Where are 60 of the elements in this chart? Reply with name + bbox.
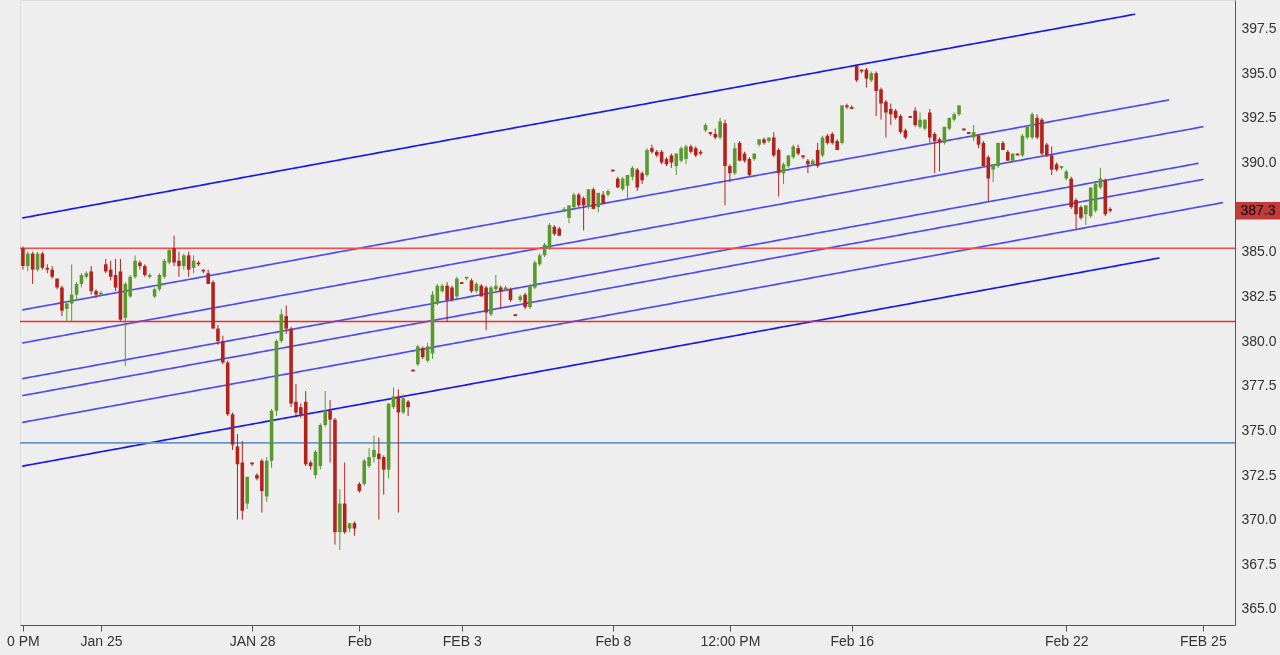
- line-series: [22, 13, 1136, 219]
- candlestick: [221, 335, 225, 365]
- candlestick: [635, 167, 640, 192]
- candlestick: [89, 265, 93, 296]
- candlestick: [406, 399, 410, 417]
- candlestick: [138, 260, 142, 271]
- candlestick: [728, 163, 732, 183]
- candlestick: [133, 254, 137, 280]
- y-tick-label: 375.0: [1241, 421, 1277, 438]
- y-tick-label: 395.0: [1241, 64, 1277, 81]
- candlestick: [937, 137, 942, 172]
- text: 387.3: [1240, 201, 1276, 218]
- x-tick-label: FEB 3: [442, 632, 482, 649]
- candlestick: [99, 290, 103, 297]
- y-tick-label: 397.5: [1241, 20, 1277, 37]
- x-tick-label: Feb 8: [595, 632, 632, 649]
- candlestick: [801, 154, 805, 160]
- candlestick: [94, 288, 98, 299]
- y-tick-label: 380.0: [1241, 332, 1277, 349]
- candlestick: [65, 301, 69, 322]
- line-series: [22, 99, 1170, 311]
- candlestick: [381, 454, 386, 496]
- candlestick: [323, 390, 328, 428]
- candlestick: [888, 103, 893, 126]
- x-tick-label: Feb: [347, 632, 373, 649]
- line-series: [22, 201, 1224, 424]
- x-tick-label: JAN 28: [229, 632, 276, 649]
- candlestick: [328, 399, 332, 463]
- candlestick: [416, 344, 420, 367]
- candlestick: [362, 458, 367, 487]
- y-tick-label: 365.0: [1241, 600, 1277, 617]
- candlestick: [498, 285, 503, 310]
- y-tick-label: 372.5: [1241, 466, 1277, 483]
- y-tick-label: 390.0: [1241, 154, 1277, 170]
- x-tick-label: Feb 16: [830, 632, 875, 649]
- candlestick: [650, 144, 654, 155]
- candlestick: [284, 304, 289, 335]
- x-tick-label: 0 PM: [7, 632, 40, 649]
- x-tick-label: Feb 22: [1045, 632, 1089, 649]
- x-tick-label: 12:00 PM: [700, 632, 761, 649]
- candlestick: [455, 276, 459, 299]
- candlestick: [718, 117, 722, 140]
- x-tick-label: FEB 25: [1179, 632, 1227, 649]
- candlestick: [806, 158, 810, 174]
- y-tick-label: 377.5: [1241, 377, 1277, 394]
- line-series: [22, 257, 1160, 467]
- y-tick-label: 370.0: [1241, 511, 1277, 528]
- y-tick-label: 392.5: [1241, 109, 1277, 126]
- candlestick: [845, 103, 849, 110]
- candlestick: [216, 324, 220, 346]
- line-series: [22, 125, 1204, 344]
- x-tick-label: Jan 25: [80, 632, 123, 649]
- candlestick: [21, 245, 25, 271]
- y-tick-label: 367.5: [1241, 555, 1277, 572]
- candlestick: [401, 394, 406, 415]
- y-tick-label: 385.0: [1241, 243, 1277, 260]
- candlestick: [60, 285, 64, 317]
- candlestick: [26, 251, 30, 272]
- y-tick-label: 382.5: [1241, 287, 1277, 304]
- candlestick: [372, 435, 376, 463]
